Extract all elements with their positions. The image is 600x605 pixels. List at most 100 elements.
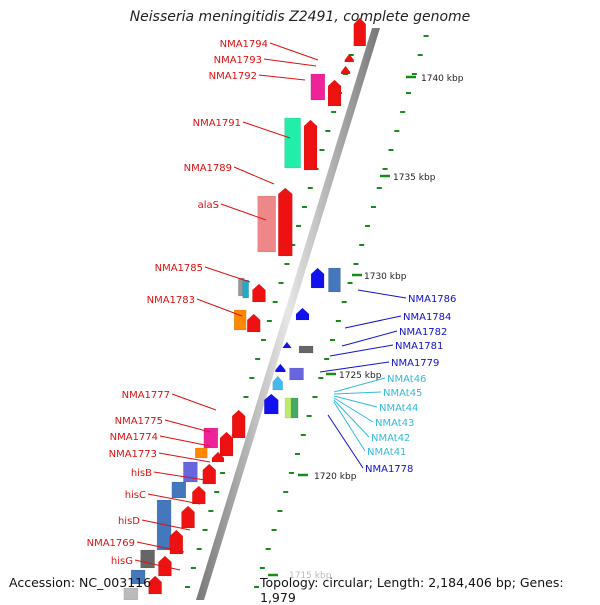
gene-arrow xyxy=(181,505,195,529)
label-connector-right xyxy=(357,289,407,299)
gene-label-right: NMAt42 xyxy=(371,433,410,444)
gene-block xyxy=(289,367,304,381)
scale-label: 1725 kbp xyxy=(339,371,382,381)
gene-arrow xyxy=(327,79,342,107)
gene-arrow xyxy=(231,409,246,439)
label-connector-right xyxy=(333,395,378,408)
gene-label-right: NMA1782 xyxy=(399,327,447,338)
gene-label-right: NMA1778 xyxy=(365,464,413,475)
label-connector-right xyxy=(333,377,386,393)
scale-labels: 1740 kbp 1735 kbp 1730 kbp 1725 kbp 1720 kbp… xyxy=(289,74,464,581)
gene-block xyxy=(130,569,146,585)
gene-arrow xyxy=(275,363,286,373)
label-connector-left xyxy=(204,266,251,283)
gene-arrow xyxy=(252,283,266,303)
gene-block xyxy=(123,587,139,600)
scale-label: 1720 kbp xyxy=(314,472,357,482)
gene-block xyxy=(290,397,299,419)
gene-block xyxy=(233,309,247,331)
gene-features xyxy=(123,17,367,600)
label-connector-left xyxy=(136,541,185,553)
gene-label-right: NMA1781 xyxy=(395,341,443,352)
label-connectors xyxy=(134,42,407,571)
label-connector-left xyxy=(153,471,206,481)
gene-arrow xyxy=(158,555,172,577)
gene-label-left: hisG xyxy=(111,556,133,567)
label-connector-right xyxy=(344,315,402,329)
gene-label-left: NMA1783 xyxy=(147,295,195,306)
gene-label-left: NMA1794 xyxy=(220,39,268,50)
gene-arrow xyxy=(278,187,293,257)
label-connector-left xyxy=(263,58,317,67)
gene-label-left: hisD xyxy=(118,516,140,527)
label-connector-left xyxy=(171,393,217,411)
gene-block xyxy=(242,279,249,299)
gene-label-right: NMAt46 xyxy=(387,374,426,385)
gene-block xyxy=(284,117,301,169)
gene-block xyxy=(284,397,292,419)
label-connector-left xyxy=(134,559,181,571)
label-connector-left xyxy=(233,166,275,185)
label-connector-left xyxy=(147,493,201,505)
gene-block xyxy=(257,195,276,253)
gene-label-right: NMAt43 xyxy=(375,418,414,429)
gene-label-left: NMA1775 xyxy=(115,416,163,427)
label-connector-left xyxy=(242,121,291,139)
label-connector-left xyxy=(158,452,211,463)
label-connector-left xyxy=(159,435,211,447)
label-connector-left xyxy=(220,203,267,221)
gene-label-left: NMA1773 xyxy=(109,449,157,460)
gene-arrow xyxy=(272,375,284,391)
gene-arrow xyxy=(264,393,279,415)
gene-block xyxy=(328,267,341,293)
label-connector-right xyxy=(333,391,382,395)
gene-arrow xyxy=(219,431,234,457)
gene-label-left: NMA1785 xyxy=(155,263,203,274)
genome-backbone xyxy=(196,28,380,600)
gene-label-left: NMA1777 xyxy=(122,390,170,401)
gene-label-right: NMA1786 xyxy=(408,294,456,305)
gene-label-left: NMA1789 xyxy=(184,163,232,174)
gene-arrow xyxy=(295,307,310,321)
gene-label-right: NMAt45 xyxy=(383,388,422,399)
gene-arrow xyxy=(192,485,206,505)
label-connector-left xyxy=(141,519,191,531)
gene-block xyxy=(298,345,314,354)
gene-label-left: NMA1792 xyxy=(209,71,257,82)
gene-arrow xyxy=(169,529,184,555)
gene-arrow xyxy=(281,341,292,349)
gene-block xyxy=(183,461,198,483)
gene-block xyxy=(171,481,187,499)
label-connector-right xyxy=(327,414,364,469)
gene-label-left: alaS xyxy=(198,200,219,211)
label-connector-right xyxy=(333,401,366,452)
gene-label-left: hisB xyxy=(131,468,152,479)
gene-label-right: NMAt41 xyxy=(367,447,406,458)
gene-label-right: NMA1784 xyxy=(403,312,451,323)
gene-arrow xyxy=(202,463,217,485)
label-connector-left xyxy=(164,419,211,433)
gene-label-right: NMAt44 xyxy=(379,403,418,414)
gene-arrow xyxy=(310,267,325,289)
label-connector-right xyxy=(333,399,370,438)
gene-arrow xyxy=(353,17,367,47)
gene-arrow xyxy=(344,53,355,63)
gene-arrow xyxy=(340,65,351,75)
label-connector-left xyxy=(269,42,319,61)
gene-block xyxy=(194,447,208,459)
scale-label: 1715 kbp xyxy=(289,571,332,581)
scale-label: 1735 kbp xyxy=(393,173,436,183)
label-connector-left xyxy=(196,298,243,317)
scale-label: 1740 kbp xyxy=(421,74,464,84)
gene-arrow xyxy=(148,575,162,595)
label-connector-right xyxy=(329,344,394,357)
gene-label-left: NMA1774 xyxy=(110,432,158,443)
gene-label-left: NMA1793 xyxy=(214,55,262,66)
gene-label-left: hisC xyxy=(125,490,146,501)
label-connector-right xyxy=(333,397,374,423)
gene-block xyxy=(310,73,326,101)
topology-text: Topology: circular; Length: 2,184,406 bp… xyxy=(260,575,564,605)
label-connector-right xyxy=(341,330,398,347)
